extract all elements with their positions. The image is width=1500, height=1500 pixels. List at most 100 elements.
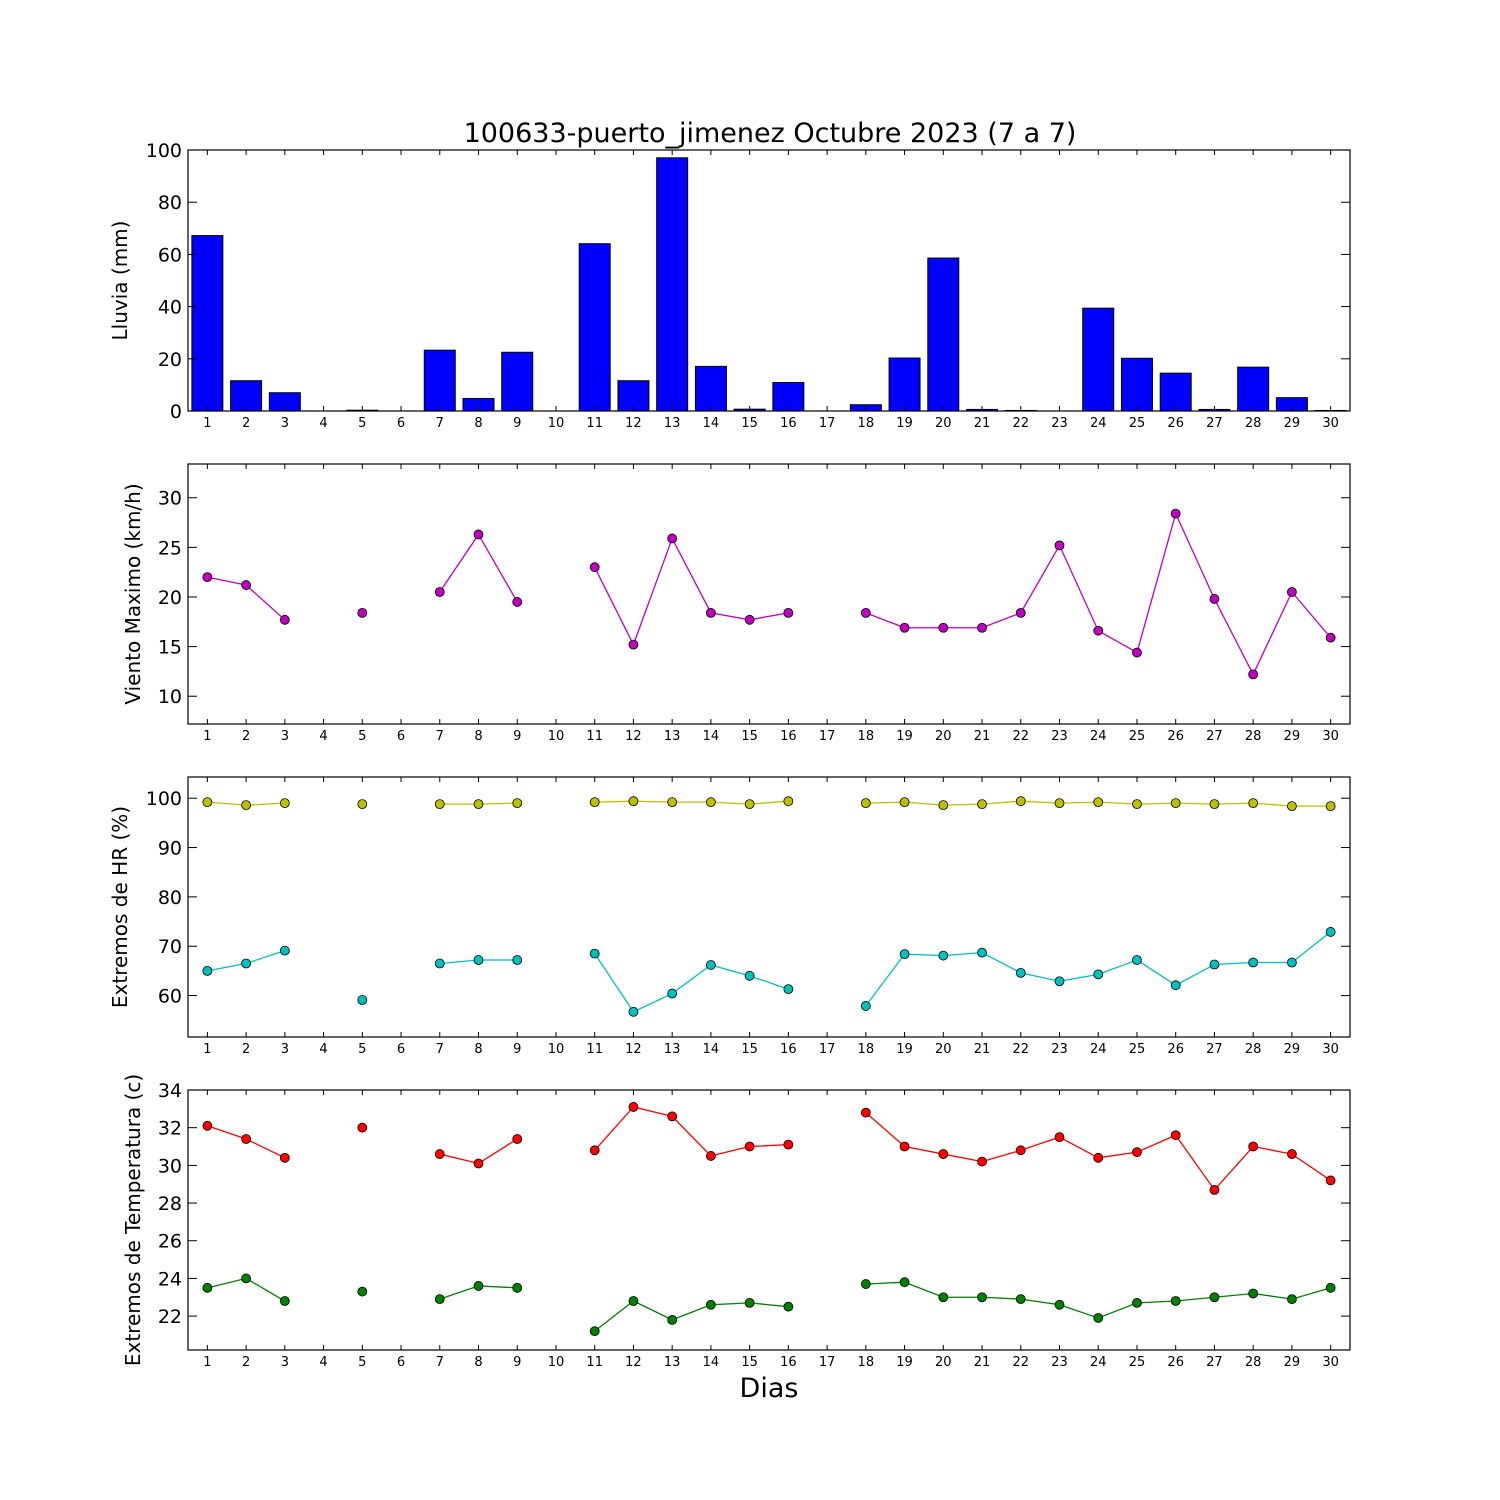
hr-min-point-day-25	[1132, 955, 1142, 965]
x-tick-label: 22	[1012, 416, 1029, 431]
temp-min-point-day-26	[1170, 1296, 1181, 1306]
hr-min-point-day-20	[938, 950, 949, 961]
temp-min-point-day-23	[1054, 1299, 1065, 1310]
temp-min-point-day-28	[1248, 1288, 1259, 1299]
x-tick-label: 3	[281, 1042, 289, 1057]
temp-min-point-day-19	[899, 1277, 910, 1288]
hr-min-line	[594, 953, 789, 1013]
chart-title: 100633-puerto_jimenez Octubre 2023 (7 a …	[464, 118, 1077, 149]
temp-min-point-day-3	[279, 1296, 290, 1306]
y-tick-label: 80	[158, 192, 182, 214]
x-tick-label: 10	[548, 416, 565, 431]
x-tick-label: 16	[780, 416, 797, 431]
x-tick-label: 17	[819, 1042, 836, 1057]
temp-min-point-day-30	[1325, 1282, 1336, 1293]
wind-max-point-day-20	[938, 622, 949, 633]
wind-max-point-day-28	[1248, 669, 1259, 680]
hr-min-point-day-24	[1093, 969, 1104, 980]
wind-max-point-day-29	[1287, 587, 1297, 597]
y-tick-label: 20	[158, 587, 182, 609]
hr-min-line	[865, 931, 1332, 1007]
x-tick-label: 18	[858, 1355, 875, 1370]
x-tick-label: 23	[1051, 1355, 1068, 1370]
x-tick-label: 14	[703, 416, 720, 431]
hr-min-point-day-16	[783, 984, 794, 995]
bar-day-19	[888, 357, 921, 412]
hr-min-point-day-2	[241, 958, 252, 969]
hr-min-point-day-22	[1015, 967, 1026, 978]
x-tick-label: 7	[436, 416, 444, 431]
chart-panels: 1 2 3 4 5 6 7 8 9 10 11 12 13 14 15 16 17 18 19 20 21 22 23 24 2…	[108, 140, 1351, 1370]
hr-max-point-day-11	[589, 797, 600, 808]
temp-max-point-day-15	[744, 1141, 755, 1152]
temp-max-point-day-29	[1287, 1149, 1297, 1159]
temp-max-point-day-30	[1325, 1175, 1336, 1186]
hr-max-point-day-21	[977, 799, 987, 810]
y-tick-label: 22	[158, 1306, 182, 1328]
x-tick-label: 17	[819, 1355, 836, 1370]
x-tick-label: 18	[858, 416, 875, 431]
temp-max-point-day-19	[899, 1141, 910, 1152]
temp-min-point-day-7	[434, 1294, 445, 1305]
wind-max-point-day-8	[473, 529, 484, 540]
wind-max-point-day-16	[783, 607, 794, 618]
x-tick-label: 17	[819, 729, 836, 744]
x-tick-label: 2	[242, 729, 250, 744]
x-tick-label: 8	[474, 729, 482, 744]
x-tick-label: 27	[1206, 729, 1223, 744]
y-tick-label: 70	[158, 936, 182, 958]
temp-max-line	[594, 1106, 789, 1157]
hr-min-point-day-12	[628, 1006, 639, 1017]
y-axis-label: Viento Maximo (km/h)	[121, 483, 145, 704]
x-tick-label: 9	[513, 729, 521, 744]
x-tick-label: 24	[1090, 1042, 1107, 1057]
hr-max-point-day-25	[1132, 799, 1142, 810]
hr-max-point-day-28	[1248, 798, 1259, 809]
x-tick-label: 15	[741, 1042, 758, 1057]
temp-max-point-day-5	[357, 1122, 368, 1133]
hr-max-point-day-13	[667, 797, 678, 808]
y-tick-label: 100	[146, 788, 182, 810]
temp-max-point-day-9	[512, 1134, 523, 1144]
temp-max-point-day-13	[667, 1111, 678, 1122]
bar-day-1	[191, 235, 224, 412]
x-tick-label: 22	[1012, 1355, 1029, 1370]
x-tick-label: 13	[664, 1042, 681, 1057]
temp-max-point-day-23	[1054, 1132, 1065, 1143]
x-tick-label: 22	[1012, 1042, 1029, 1057]
wind-max-point-day-9	[512, 597, 523, 607]
y-tick-label: 100	[146, 140, 182, 162]
temp-max-point-day-12	[628, 1102, 639, 1112]
x-tick-label: 4	[319, 729, 327, 744]
temp-min-point-day-9	[512, 1282, 523, 1293]
wind-max-point-day-15	[744, 614, 755, 625]
hr-max-point-day-7	[434, 799, 445, 810]
temp-max-point-day-28	[1248, 1141, 1259, 1152]
wind-max-point-day-12	[628, 639, 639, 650]
hr-min-point-day-15	[744, 970, 755, 981]
x-tick-label: 21	[974, 729, 991, 744]
x-tick-label: 26	[1167, 1355, 1184, 1370]
temp-max-point-day-26	[1170, 1130, 1181, 1141]
axes-frame	[187, 1089, 1351, 1351]
hr-min-point-day-30	[1325, 927, 1336, 937]
x-tick-label: 27	[1206, 1042, 1223, 1057]
y-tick-label: 34	[158, 1080, 182, 1102]
wind-max-line	[439, 533, 518, 603]
x-tick-label: 8	[474, 416, 482, 431]
wind-max-point-day-24	[1093, 625, 1104, 636]
y-tick-label: 40	[158, 297, 182, 319]
x-tick-label: 12	[625, 729, 642, 744]
y-tick-label: 20	[158, 349, 182, 371]
temp-min-point-day-5	[357, 1286, 368, 1297]
y-tick-label: 10	[158, 686, 182, 708]
bar-day-24	[1082, 307, 1115, 412]
temp-max-line	[865, 1112, 1331, 1191]
wind-max-point-day-23	[1054, 540, 1065, 551]
temp-min-line	[865, 1281, 1331, 1319]
hr-max-point-day-12	[628, 796, 639, 807]
axes-frame	[187, 149, 1351, 412]
x-tick-label: 7	[436, 1355, 444, 1370]
y-tick-label: 15	[158, 637, 182, 659]
